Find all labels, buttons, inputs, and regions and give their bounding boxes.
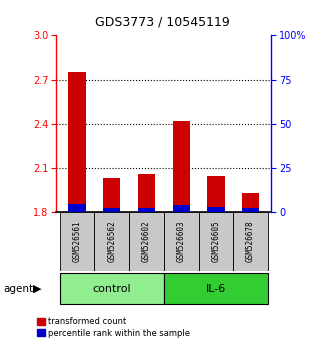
Bar [69,204,86,212]
Bar [233,212,268,271]
Bar [164,273,268,304]
Bar [103,208,120,212]
Bar [207,176,224,212]
Bar [103,178,120,212]
Text: ▶: ▶ [33,284,42,293]
Bar [207,206,224,212]
Bar [138,208,155,212]
Text: GSM526603: GSM526603 [177,221,186,262]
Bar [60,212,94,271]
Text: IL-6: IL-6 [206,284,226,293]
Bar [199,212,233,271]
Text: GDS3773 / 10545119: GDS3773 / 10545119 [95,16,230,29]
Bar [129,212,164,271]
Bar [138,174,155,212]
Text: agent: agent [3,284,33,293]
Text: control: control [92,284,131,293]
Text: GSM526561: GSM526561 [72,221,81,262]
Bar [164,212,199,271]
Bar [60,273,164,304]
Bar [172,121,190,212]
Bar [94,212,129,271]
Legend: transformed count, percentile rank within the sample: transformed count, percentile rank withi… [37,318,190,338]
Text: GSM526562: GSM526562 [107,221,116,262]
Bar [242,193,259,212]
Bar [242,208,259,212]
Bar [69,72,86,212]
Text: GSM526678: GSM526678 [246,221,255,262]
Bar [172,205,190,212]
Text: GSM526605: GSM526605 [212,221,220,262]
Text: GSM526602: GSM526602 [142,221,151,262]
